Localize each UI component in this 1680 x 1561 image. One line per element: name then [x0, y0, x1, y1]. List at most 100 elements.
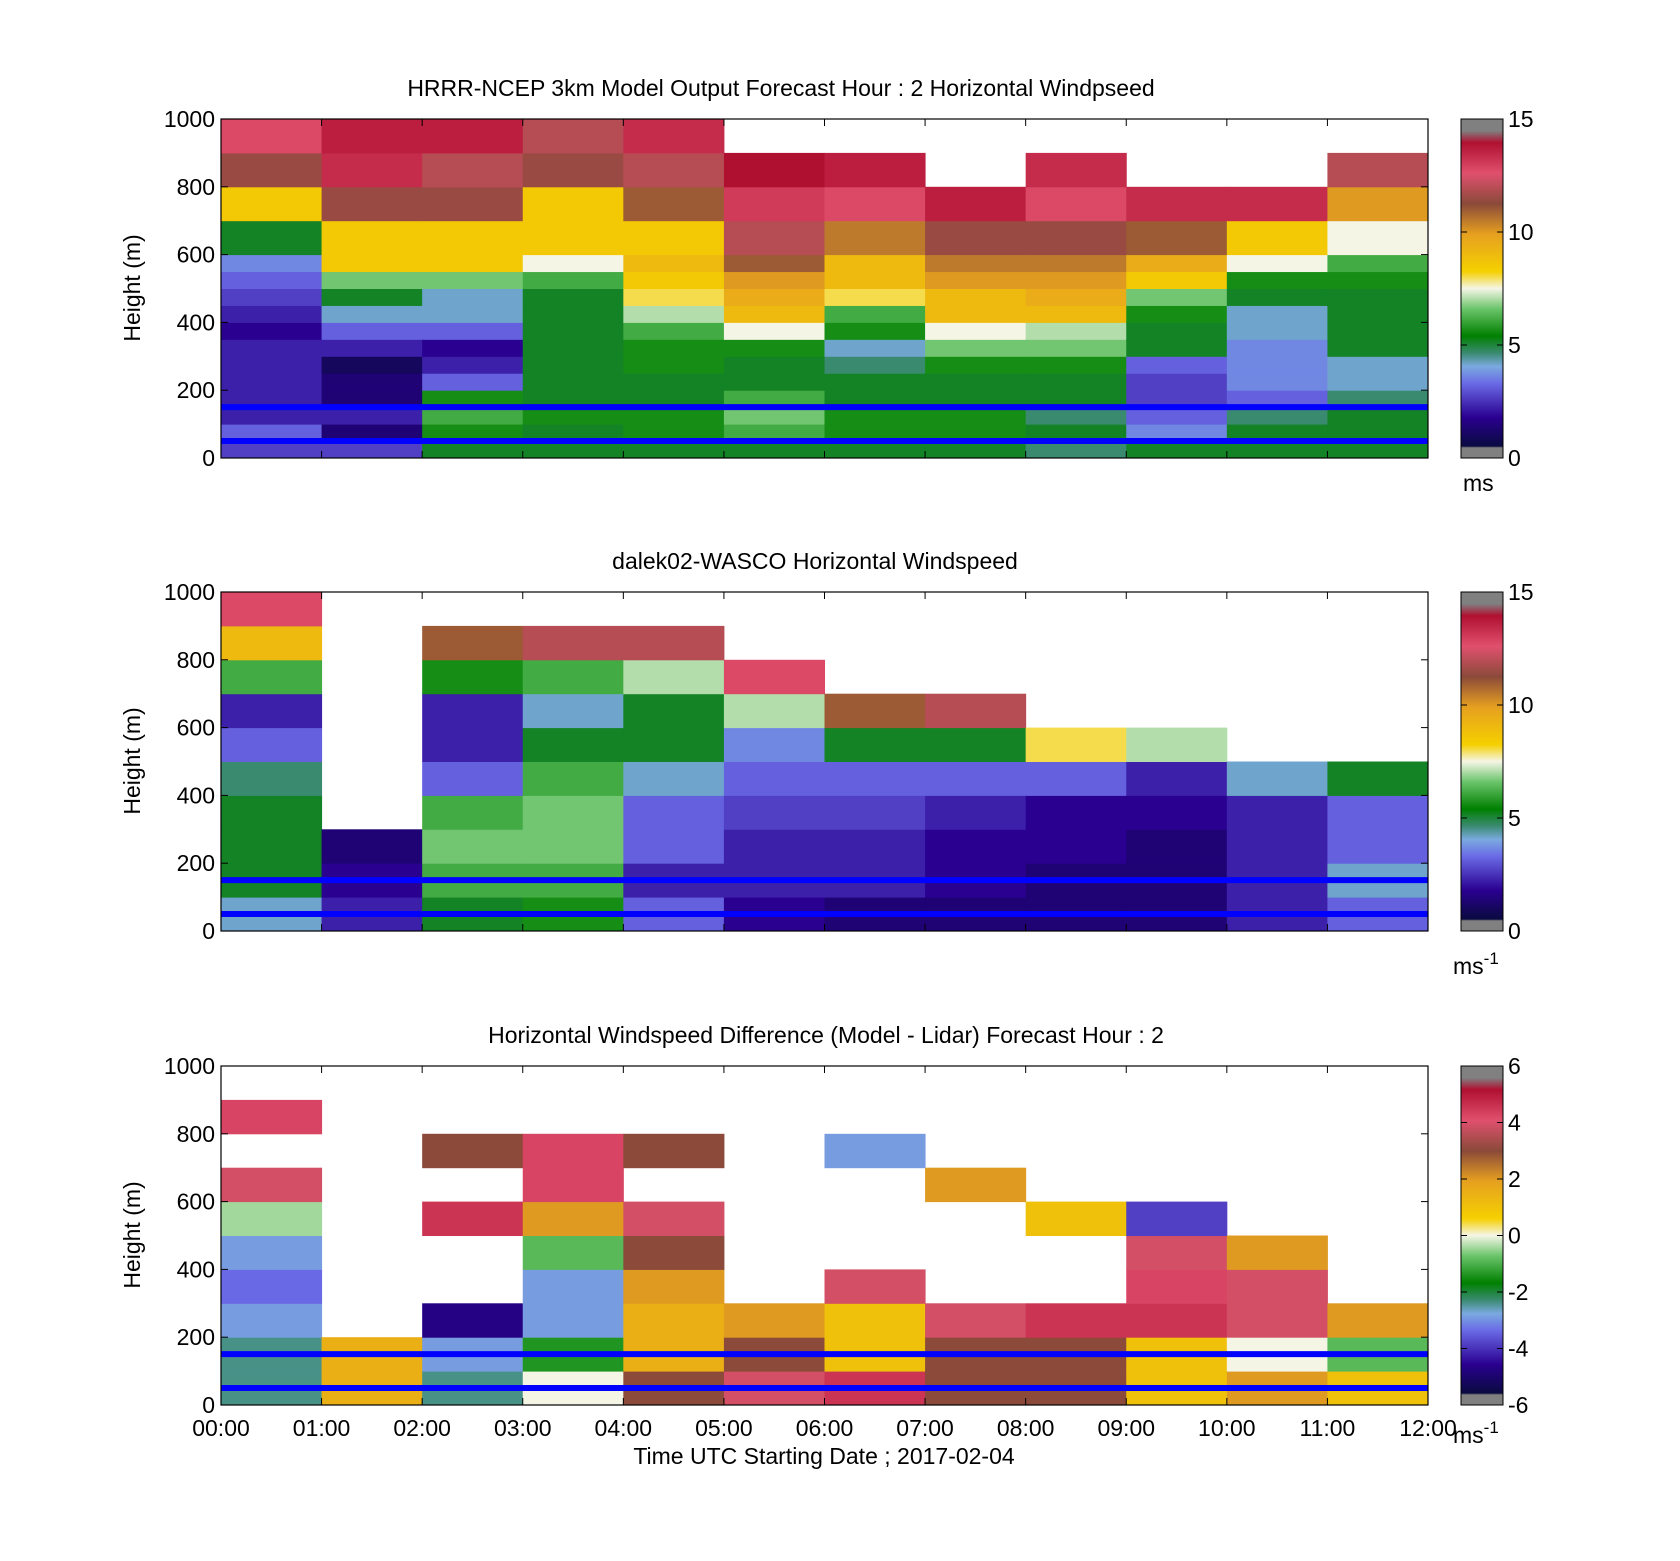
y-tick-label: 1000: [164, 579, 215, 605]
y-tick-label: 800: [177, 1121, 215, 1147]
colorbar-ticks: 0 5 10 15: [1461, 579, 1534, 944]
heatmap-cell: [723, 186, 825, 222]
heatmap-cell: [522, 1167, 624, 1203]
heatmap-cell: [1126, 356, 1228, 374]
heatmap-cell: [221, 441, 323, 459]
heatmap-cell: [1025, 339, 1127, 357]
heatmap-cell: [623, 1269, 725, 1304]
heatmap-cell: [824, 339, 926, 357]
difference-panel: Horizontal Windspeed Difference (Model -…: [119, 1022, 1529, 1469]
colorbar-unit: ms-1: [1453, 949, 1499, 979]
heatmap-cell: [221, 592, 323, 627]
heatmap-cell: [1327, 186, 1429, 222]
heatmap-cell: [824, 441, 926, 459]
heatmap-cell: [925, 322, 1027, 340]
heatmap-cell: [422, 829, 524, 864]
heatmap-cell: [824, 254, 926, 273]
heatmap-cell: [1126, 390, 1228, 408]
heatmap-cell: [422, 1133, 524, 1169]
colorbar-unit-exponent: -1: [1484, 949, 1499, 968]
heatmap-cell: [623, 659, 725, 695]
heatmap-cell: [422, 761, 524, 796]
model-windspeed-panel: HRRR-NCEP 3km Model Output Forecast Hour…: [119, 75, 1534, 496]
heatmap-cell: [1327, 795, 1429, 830]
heatmap-cell: [1126, 186, 1228, 222]
heatmap-cell: [925, 693, 1027, 729]
heatmap-cell: [1226, 441, 1328, 459]
heatmap-cell: [723, 659, 825, 695]
heatmap-cell: [723, 271, 825, 289]
heatmap-cell: [623, 829, 725, 864]
reference-lines: [221, 877, 1428, 918]
colorbar-unit: ms-1: [1453, 1418, 1499, 1448]
y-tick-label: 0: [202, 445, 215, 471]
heatmap-cell: [522, 795, 624, 830]
heatmap-cell: [321, 271, 423, 289]
colorbar-gradient: [1460, 591, 1504, 932]
heatmap-cell: [422, 625, 524, 661]
heatmap-cell: [623, 693, 725, 729]
heatmap-cell: [623, 1201, 725, 1236]
x-tick-label: 05:00: [695, 1415, 753, 1441]
y-tick-label: 800: [177, 647, 215, 673]
heatmap-cell: [824, 390, 926, 408]
heatmap-cell: [1025, 1201, 1127, 1236]
heatmap-cell: [1226, 322, 1328, 340]
x-tick-label: 12:00: [1399, 1415, 1457, 1441]
heatmap-cell: [723, 1303, 825, 1338]
heatmap-cell: [1327, 271, 1429, 289]
heatmap-cell: [1126, 829, 1228, 864]
heatmap-cell: [1025, 373, 1127, 391]
x-axis-label: Time UTC Starting Date ; 2017-02-04: [633, 1443, 1015, 1469]
heatmap-cell: [1025, 727, 1127, 762]
heatmap-cell: [1226, 407, 1328, 425]
colorbar-tick-label: 10: [1508, 219, 1534, 245]
x-tick-label: 03:00: [494, 1415, 552, 1441]
heatmap-cell: [1327, 339, 1429, 357]
heatmap-cell: [1327, 829, 1429, 864]
heatmap-cell: [321, 356, 423, 374]
colorbar-unit-base: ms: [1453, 1422, 1484, 1448]
heatmap-cell: [522, 288, 624, 306]
heatmap-cell: [623, 356, 725, 374]
heatmap-cell: [824, 152, 926, 188]
heatmap-cell: [522, 390, 624, 408]
heatmap-cell: [1226, 761, 1328, 796]
heatmap-cell: [321, 322, 423, 340]
heatmap-cell: [1126, 727, 1228, 762]
heatmap-cell: [1126, 1269, 1228, 1304]
heatmap-cell: [925, 373, 1027, 391]
x-axis-ticks: [220, 119, 1429, 458]
heatmap-cell: [925, 271, 1027, 289]
heatmap-cell: [1327, 761, 1429, 796]
y-axis-label: Height (m): [119, 234, 145, 341]
heatmap-cell: [522, 1133, 624, 1169]
heatmap-cell: [925, 441, 1027, 459]
heatmap-cell: [1226, 373, 1328, 391]
heatmap-cell: [824, 829, 926, 864]
heatmap-cell: [221, 119, 323, 154]
colorbar-unit-exponent: -1: [1484, 1418, 1499, 1437]
heatmap-cell: [522, 152, 624, 188]
heatmap-cell: [925, 305, 1027, 323]
panel-title: Horizontal Windspeed Difference (Model -…: [488, 1022, 1164, 1048]
y-tick-label: 600: [177, 715, 215, 741]
heatmap-cell: [925, 761, 1027, 796]
heatmap-cell: [1126, 1235, 1228, 1270]
heatmap-cell: [221, 424, 323, 442]
colorbar-tick-label: -2: [1508, 1279, 1528, 1305]
colorbar-tick-label: 0: [1508, 1223, 1521, 1249]
heatmap-cell: [422, 254, 524, 273]
heatmap-cell: [221, 356, 323, 374]
heatmap-cell: [824, 373, 926, 391]
heatmap-cell: [321, 305, 423, 323]
heatmap-cell: [723, 322, 825, 340]
heatmap-cell: [422, 356, 524, 374]
y-tick-label: 1000: [164, 106, 215, 132]
heatmap-cell: [221, 693, 323, 729]
y-tick-label: 0: [202, 918, 215, 944]
heatmap-cell: [723, 693, 825, 729]
heatmap-cell: [623, 288, 725, 306]
heatmap-cell: [1126, 761, 1228, 796]
